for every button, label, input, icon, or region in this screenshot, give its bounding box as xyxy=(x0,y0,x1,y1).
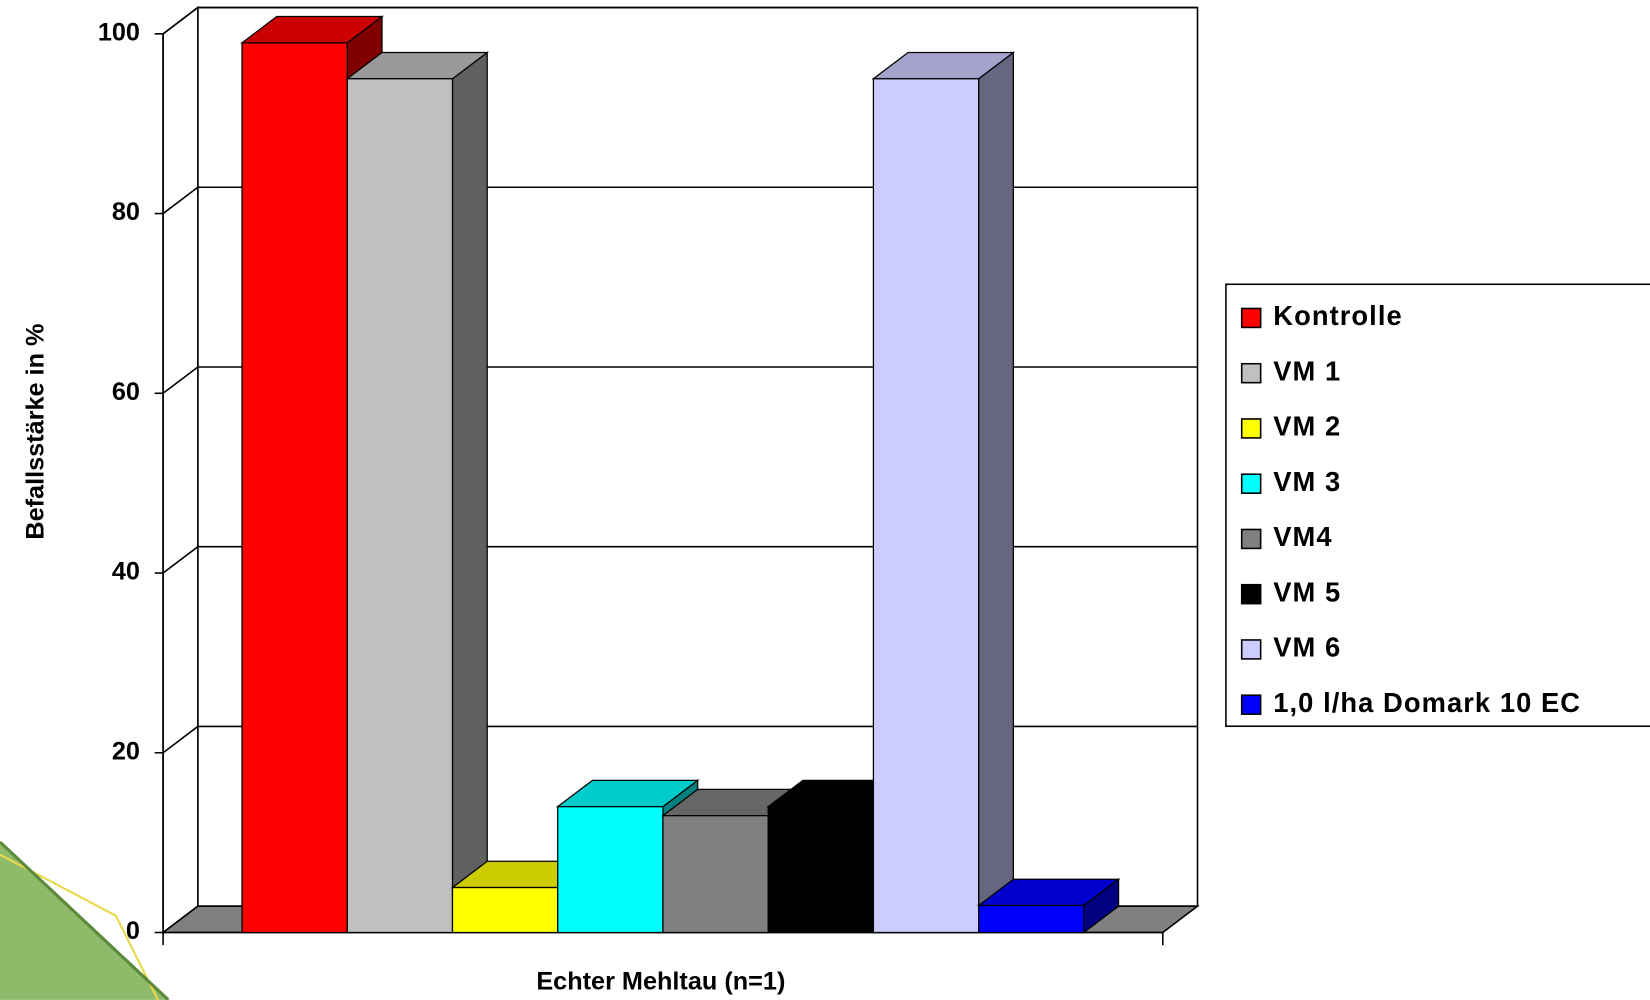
bar xyxy=(451,886,559,934)
bar xyxy=(346,78,454,934)
legend-label: VM 1 xyxy=(1273,355,1341,386)
bar xyxy=(557,806,664,934)
grid-line xyxy=(162,6,1198,35)
legend-swatch xyxy=(1240,362,1262,384)
bar xyxy=(241,42,348,934)
bar-side xyxy=(451,51,488,934)
legend-swatch xyxy=(1240,307,1262,329)
legend-swatch xyxy=(1240,418,1262,439)
y-tick-label: 100 xyxy=(98,19,140,47)
bar xyxy=(662,815,769,934)
grid-line xyxy=(162,545,1198,574)
y-tick-label: 0 xyxy=(126,917,140,945)
legend-swatch xyxy=(1240,583,1262,605)
grid-line xyxy=(162,725,1198,754)
legend-swatch xyxy=(1240,694,1262,715)
side-wall xyxy=(162,5,199,935)
legend-label: VM4 xyxy=(1273,521,1332,552)
x-tick-label: Echter Mehltau (n=1) xyxy=(536,968,785,996)
grid-line xyxy=(162,366,1198,394)
legend-label: VM 6 xyxy=(1273,632,1341,663)
legend-box xyxy=(1225,283,1650,728)
legend-swatch xyxy=(1240,528,1262,550)
decoration-edge xyxy=(0,840,170,1000)
y-tick-label: 20 xyxy=(112,737,140,765)
legend-swatch xyxy=(1240,639,1262,660)
bar xyxy=(978,904,1085,934)
decoration-line xyxy=(0,853,159,1000)
y-axis-label: Befallsstärke in % xyxy=(22,324,50,540)
y-tick-label: 80 xyxy=(112,198,140,226)
legend-label: VM 2 xyxy=(1273,411,1341,442)
bar xyxy=(767,806,875,934)
y-tick-label: 40 xyxy=(112,558,140,586)
bar-side xyxy=(978,51,1014,934)
legend-swatch xyxy=(1240,473,1262,494)
bar xyxy=(872,78,980,934)
legend-label: VM 5 xyxy=(1273,576,1341,607)
legend-label: VM 3 xyxy=(1273,466,1341,497)
y-tick-label: 60 xyxy=(112,378,140,406)
grid-line xyxy=(162,186,1198,215)
legend-label: Kontrolle xyxy=(1273,300,1402,331)
legend-label: 1,0 l/ha Domark 10 EC xyxy=(1273,687,1581,718)
